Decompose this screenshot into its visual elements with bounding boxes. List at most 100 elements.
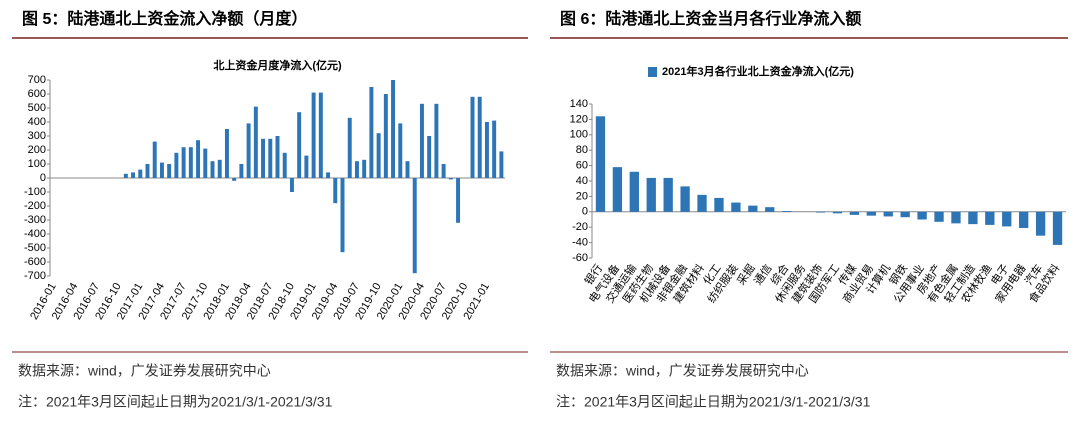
y-tick-label: 700 [28, 74, 46, 86]
bar [181, 147, 186, 178]
bar [282, 152, 287, 178]
bar [680, 186, 690, 212]
bar [1052, 211, 1063, 245]
bar [347, 117, 352, 178]
y-tick-label: 400 [28, 116, 46, 128]
bar [275, 136, 280, 178]
y-tick-label: 40 [576, 175, 588, 187]
legend-label: 2021年3月各行业北上资金净流入(亿元) [662, 64, 854, 78]
bar [246, 123, 251, 178]
bar [427, 136, 432, 178]
y-tick-label: 140 [570, 98, 588, 110]
bar [765, 207, 775, 212]
bar [866, 211, 876, 216]
x-tick-label: 通信 [751, 262, 774, 287]
bar [968, 211, 978, 225]
y-tick-label: 0 [40, 172, 46, 184]
bar [261, 138, 266, 178]
bar [152, 141, 157, 178]
bar [731, 202, 741, 212]
bar [326, 172, 331, 178]
bar [782, 211, 792, 212]
y-tick-label: 0 [582, 206, 588, 218]
bar [849, 211, 860, 215]
note: 注：2021年3月区间起止日期为2021/3/1-2021/3/31 [556, 394, 871, 410]
bar [131, 172, 136, 178]
bar [470, 96, 475, 178]
bar [663, 177, 673, 212]
y-tick-label: -40 [572, 237, 588, 249]
bar [253, 106, 258, 178]
bar [289, 178, 294, 192]
y-tick-label: -20 [572, 221, 588, 233]
figure-caption: 图 5：陆港通北上资金流入净额（月度） [22, 9, 307, 28]
note: 注：2021年3月区间起止日期为2021/3/1-2021/3/31 [18, 394, 333, 410]
bar [629, 171, 639, 212]
bar [354, 161, 359, 178]
bar [369, 87, 374, 178]
bar [145, 164, 150, 178]
bar [268, 138, 273, 178]
y-tick-label: -500 [24, 242, 46, 254]
y-tick-label: 60 [576, 160, 588, 172]
bar [612, 167, 623, 212]
bar [595, 116, 606, 212]
bar [167, 164, 172, 178]
bar [951, 211, 961, 224]
bar [917, 211, 927, 220]
bar [748, 205, 758, 212]
bar [499, 151, 504, 178]
figure-caption: 图 6：陆港通北上资金当月各行业净流入额 [560, 9, 861, 28]
y-tick-label: 200 [28, 144, 46, 156]
bar [340, 178, 345, 253]
bar [985, 211, 995, 225]
bar [405, 161, 410, 178]
bar [383, 94, 388, 178]
bar [362, 159, 367, 178]
y-tick-label: 100 [28, 158, 46, 170]
bar [934, 211, 944, 222]
y-tick-label: -300 [24, 214, 46, 226]
y-tick-label: -60 [572, 252, 588, 264]
bar [224, 129, 229, 178]
bar [815, 211, 826, 213]
y-tick-label: 120 [570, 113, 588, 125]
y-tick-label: 80 [576, 144, 588, 156]
bar [456, 178, 461, 223]
bar [398, 123, 403, 178]
y-tick-label: -400 [24, 228, 46, 240]
bar [318, 92, 323, 178]
bar [492, 120, 497, 178]
bar [304, 155, 309, 178]
bar [900, 211, 910, 218]
bar [217, 159, 222, 178]
bar [210, 161, 215, 178]
bar [232, 178, 237, 181]
bar [203, 148, 208, 178]
y-tick-label: -100 [24, 186, 46, 198]
bar [441, 164, 446, 178]
y-tick-label: -600 [24, 256, 46, 268]
bar [123, 173, 128, 178]
bar [484, 122, 489, 178]
bar [477, 96, 482, 178]
bar [196, 140, 201, 178]
source: 数据来源：wind，广发证券发展研究中心 [18, 363, 271, 379]
y-tick-label: -200 [24, 200, 46, 212]
bar [1019, 211, 1029, 228]
bar [714, 197, 724, 212]
bar [883, 211, 893, 217]
bar [697, 194, 707, 212]
y-tick-label: 20 [576, 190, 588, 202]
bar [311, 92, 316, 178]
bar [188, 147, 193, 178]
bar [376, 133, 381, 178]
bar [333, 178, 338, 204]
bar [448, 178, 453, 180]
bar [434, 103, 439, 178]
bar [159, 162, 164, 178]
bar [297, 112, 302, 178]
bar [1002, 211, 1012, 227]
bar [174, 152, 179, 178]
